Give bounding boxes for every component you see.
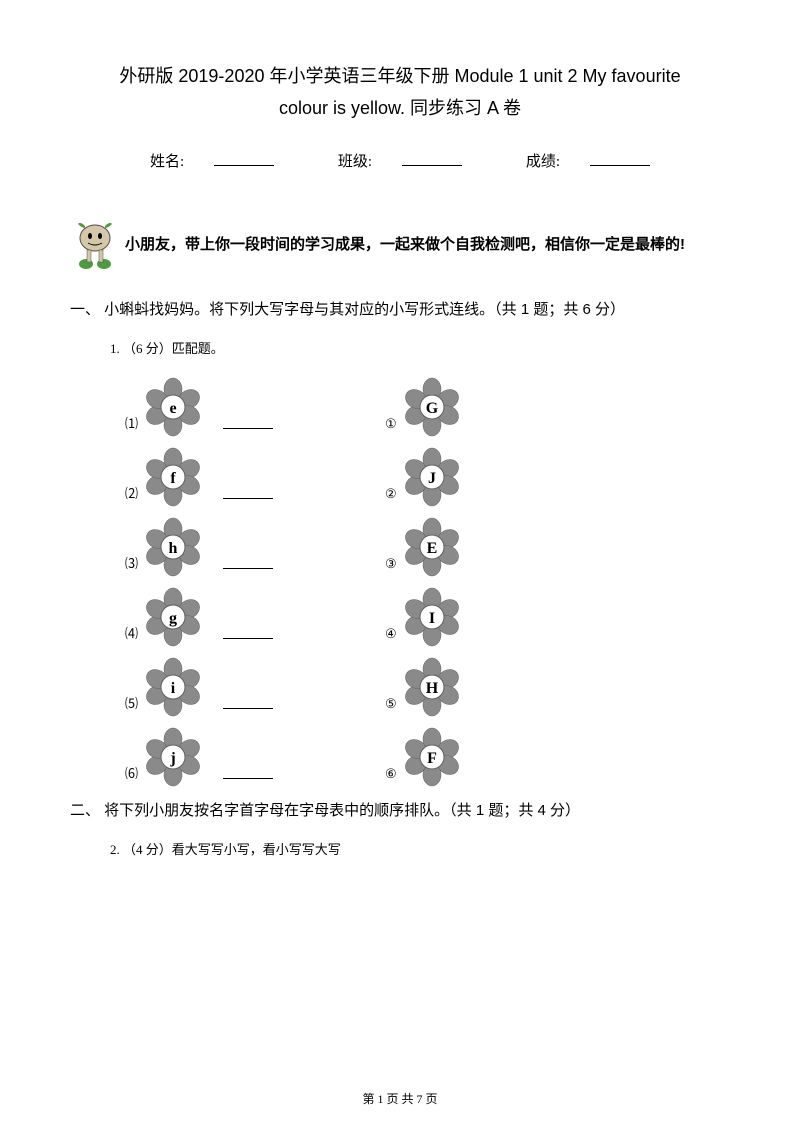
- flower-right-item: ④ I: [385, 587, 462, 647]
- flower-icon: G: [402, 377, 462, 437]
- answer-blank[interactable]: [223, 638, 273, 639]
- flower-right-item: ③ E: [385, 517, 462, 577]
- section-1-heading: 一、 小蝌蚪找妈妈。将下列大写字母与其对应的小写形式连线。（共 1 题；共 6 …: [70, 296, 730, 323]
- question-1: 1. （6 分）匹配题。: [110, 338, 730, 357]
- left-row-label: ⑹: [125, 763, 138, 782]
- encouragement-text: 小朋友，带上你一段时间的学习成果，一起来做个自我检测吧，相信你一定是最棒的!: [125, 233, 685, 254]
- right-row-label: ⑥: [385, 766, 397, 782]
- right-row-label: ⑤: [385, 696, 397, 712]
- right-row-label: ④: [385, 626, 397, 642]
- title-line-2: colour is yellow. 同步练习 A 卷: [70, 92, 730, 124]
- mascot-icon: [70, 216, 120, 271]
- student-info-row: 姓名: 班级: 成绩:: [70, 150, 730, 171]
- svg-text:I: I: [429, 610, 435, 627]
- flower-left-item: ⑵ f: [125, 447, 385, 507]
- right-row-label: ②: [385, 486, 397, 502]
- page-footer: 第 1 页 共 7 页: [0, 1090, 800, 1107]
- class-label: 班级:: [323, 154, 477, 170]
- flower-icon: g: [143, 587, 203, 647]
- flower-left-item: ⑸ i: [125, 657, 385, 717]
- svg-text:H: H: [425, 680, 438, 697]
- answer-blank[interactable]: [223, 568, 273, 569]
- flower-row: ⑵ f ② J: [125, 447, 730, 507]
- flower-row: ⑴ e ① G: [125, 377, 730, 437]
- flower-icon: J: [402, 447, 462, 507]
- flower-icon: e: [143, 377, 203, 437]
- flower-right-item: ② J: [385, 447, 462, 507]
- svg-text:g: g: [169, 610, 177, 627]
- svg-text:J: J: [428, 470, 436, 487]
- flower-icon: h: [143, 517, 203, 577]
- question-2: 2. （4 分）看大写写小写，看小写写大写: [110, 839, 730, 858]
- flower-icon: f: [143, 447, 203, 507]
- flower-right-item: ① G: [385, 377, 462, 437]
- flower-row: ⑶ h ③ E: [125, 517, 730, 577]
- svg-text:i: i: [171, 680, 176, 697]
- right-row-label: ③: [385, 556, 397, 572]
- svg-text:j: j: [169, 750, 175, 767]
- flower-row: ⑸ i ⑤ H: [125, 657, 730, 717]
- svg-text:E: E: [426, 540, 437, 557]
- svg-text:F: F: [427, 750, 437, 767]
- name-blank[interactable]: [214, 165, 274, 166]
- encouragement-row: 小朋友，带上你一段时间的学习成果，一起来做个自我检测吧，相信你一定是最棒的!: [70, 216, 730, 271]
- left-row-label: ⑵: [125, 483, 138, 502]
- svg-text:e: e: [169, 400, 176, 417]
- flower-right-item: ⑤ H: [385, 657, 462, 717]
- answer-blank[interactable]: [223, 498, 273, 499]
- svg-text:G: G: [425, 400, 438, 417]
- page-title: 外研版 2019-2020 年小学英语三年级下册 Module 1 unit 2…: [70, 60, 730, 125]
- svg-text:f: f: [170, 470, 176, 487]
- section-2-heading: 二、 将下列小朋友按名字首字母在字母表中的顺序排队。（共 1 题；共 4 分）: [70, 797, 730, 824]
- flower-row: ⑷ g ④ I: [125, 587, 730, 647]
- flower-icon: j: [143, 727, 203, 787]
- score-label: 成绩:: [511, 154, 665, 170]
- class-blank[interactable]: [402, 165, 462, 166]
- right-row-label: ①: [385, 416, 397, 432]
- score-blank[interactable]: [590, 165, 650, 166]
- flower-icon: I: [402, 587, 462, 647]
- flower-matching-container: ⑴ e ① G: [70, 377, 730, 787]
- flower-left-item: ⑴ e: [125, 377, 385, 437]
- left-row-label: ⑴: [125, 413, 138, 432]
- name-label: 姓名:: [135, 154, 289, 170]
- answer-blank[interactable]: [223, 428, 273, 429]
- left-row-label: ⑶: [125, 553, 138, 572]
- answer-blank[interactable]: [223, 778, 273, 779]
- left-row-label: ⑷: [125, 623, 138, 642]
- flower-right-item: ⑥ F: [385, 727, 462, 787]
- answer-blank[interactable]: [223, 708, 273, 709]
- left-row-label: ⑸: [125, 693, 138, 712]
- flower-left-item: ⑹ j: [125, 727, 385, 787]
- flower-icon: F: [402, 727, 462, 787]
- flower-left-item: ⑷ g: [125, 587, 385, 647]
- flower-icon: H: [402, 657, 462, 717]
- flower-icon: i: [143, 657, 203, 717]
- flower-row: ⑹ j ⑥ F: [125, 727, 730, 787]
- svg-text:h: h: [169, 540, 178, 557]
- flower-icon: E: [402, 517, 462, 577]
- flower-left-item: ⑶ h: [125, 517, 385, 577]
- title-line-1: 外研版 2019-2020 年小学英语三年级下册 Module 1 unit 2…: [70, 60, 730, 92]
